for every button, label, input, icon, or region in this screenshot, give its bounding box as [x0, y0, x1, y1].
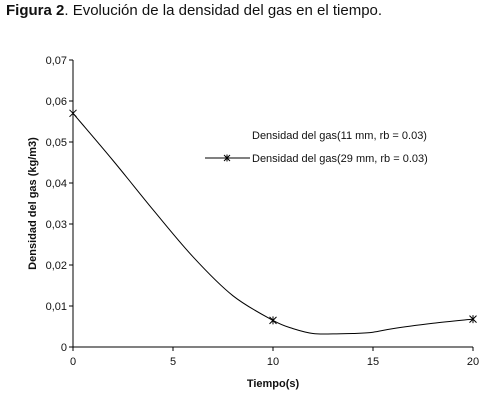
legend-label: Densidad del gas(11 mm, rb = 0.03) [252, 130, 427, 142]
series-line [72, 112, 474, 335]
legend-marker [223, 154, 231, 162]
x-axis-title: Tiempo(s) [247, 378, 300, 390]
y-tick-label: 0 [61, 342, 67, 354]
figure-caption-text: . Evolución de la densidad del gas en el… [64, 2, 383, 19]
x-tick-label: 20 [467, 356, 479, 368]
x-tick-label: 5 [170, 356, 176, 368]
y-tick-label: 0,06 [46, 96, 67, 108]
data-point-marker [469, 315, 477, 324]
figure-label: Figura 2 [6, 2, 65, 19]
y-tick-label: 0,04 [46, 178, 67, 190]
legend-label: Densidad del gas(29 mm, rb = 0.03) [252, 153, 428, 165]
x-tick-label: 15 [367, 356, 379, 368]
y-tick-label: 0,02 [46, 260, 67, 272]
y-tick-label: 0,01 [46, 301, 67, 313]
series-layer [69, 109, 477, 335]
data-point-marker [69, 109, 77, 118]
y-tick-label: 0,05 [46, 137, 67, 149]
x-tick-label: 0 [70, 356, 76, 368]
y-tick-label: 0,03 [46, 219, 67, 231]
y-tick-label: 0,07 [46, 55, 67, 67]
figure-caption: Figura 2. Evolución de la densidad del g… [6, 2, 382, 19]
x-tick-label: 10 [267, 356, 279, 368]
axes: 0 0,01 0,02 0,03 0,04 0,05 0,06 0,07 0 5 10 15 20 [46, 55, 480, 368]
legend: Densidad del gas(11 mm, rb = 0.03) Densid… [205, 130, 428, 165]
data-point-marker [269, 316, 277, 325]
y-axis-title: Densidad del gas (kg/m3) [27, 137, 39, 270]
